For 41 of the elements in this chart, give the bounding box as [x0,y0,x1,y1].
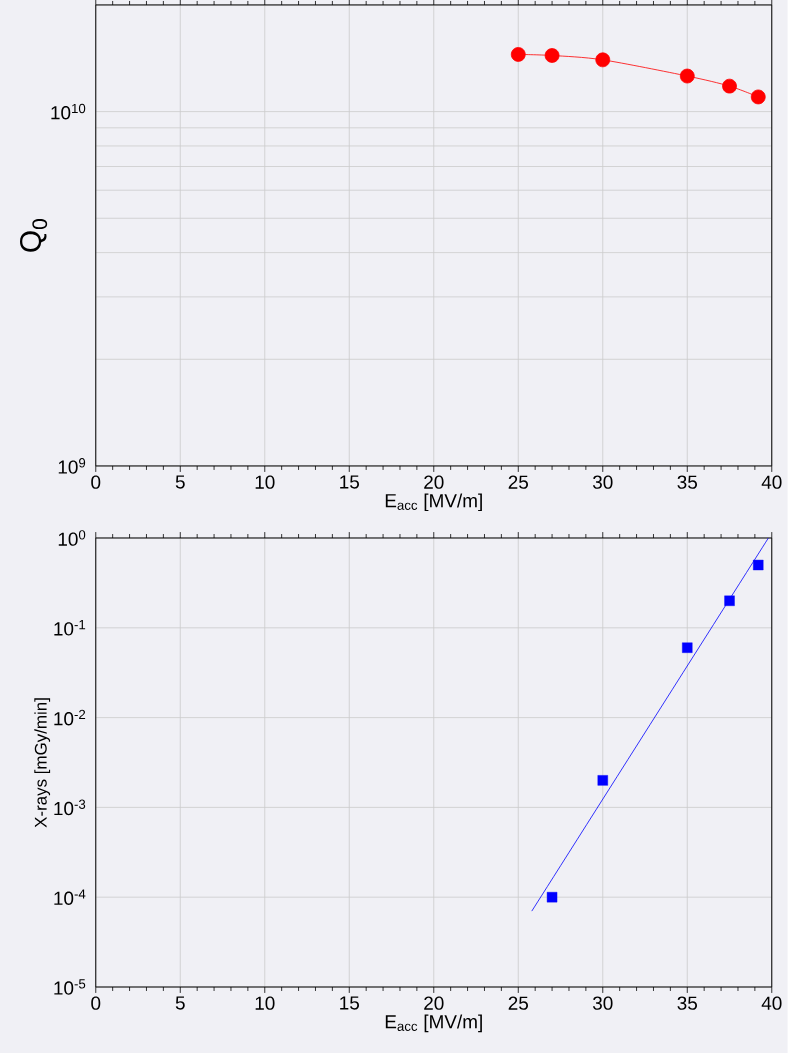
x-tick-label: 30 [593,475,613,489]
y-axis-title: X-rays [mGy/min] [34,698,51,828]
x-tick-label: 15 [340,996,360,1010]
y-tick-label: 10$^{10}$ [51,103,86,120]
y-tick-label: 10$^{-4}$ [54,889,86,905]
x-tick-label: 25 [508,996,529,1010]
y-tick-label: 10$^{-5}$ [54,979,86,995]
point [750,89,766,105]
point [724,595,735,606]
point [597,775,609,786]
x-tick-label: 0 [91,996,101,1010]
point [722,78,738,94]
x-tick-label: 30 [593,996,613,1010]
x-tick-label: 10 [255,475,275,489]
y-tick-label: 10$^{-1}$ [54,620,86,636]
x-tick-label: 0 [91,475,101,489]
y-tick-label: 10$^{-3}$ [54,799,86,816]
point [682,642,693,653]
x-tick-label: 35 [677,475,698,489]
y-axis-title: Q$_{0}$ [20,219,48,252]
point [547,892,558,903]
point [753,559,764,571]
x-tick-label: 10 [255,996,275,1010]
x-tick-label: 5 [175,996,185,1010]
x-tick-label: 35 [677,996,698,1010]
x-tick-label: 40 [761,996,782,1010]
x-axis-title: E$_{acc}$ [MV/m] [385,493,482,512]
y-tick-label: 10$^{-2}$ [54,709,86,726]
x-tick-label: 20 [424,475,444,489]
point [595,52,611,68]
y-tick-label: 10$^{0}$ [58,530,86,546]
x-tick-label: 5 [175,475,185,489]
x-tick-label: 20 [424,996,444,1010]
x-tick-label: 15 [340,475,360,489]
y-tick-label: 10$^{9}$ [58,458,86,474]
x-axis-title: E$_{acc}$ [MV/m] [385,1014,482,1033]
point [511,47,526,62]
point [680,68,695,84]
x-tick-label: 25 [508,475,529,489]
x-tick-label: 40 [761,475,782,489]
point [544,48,560,63]
